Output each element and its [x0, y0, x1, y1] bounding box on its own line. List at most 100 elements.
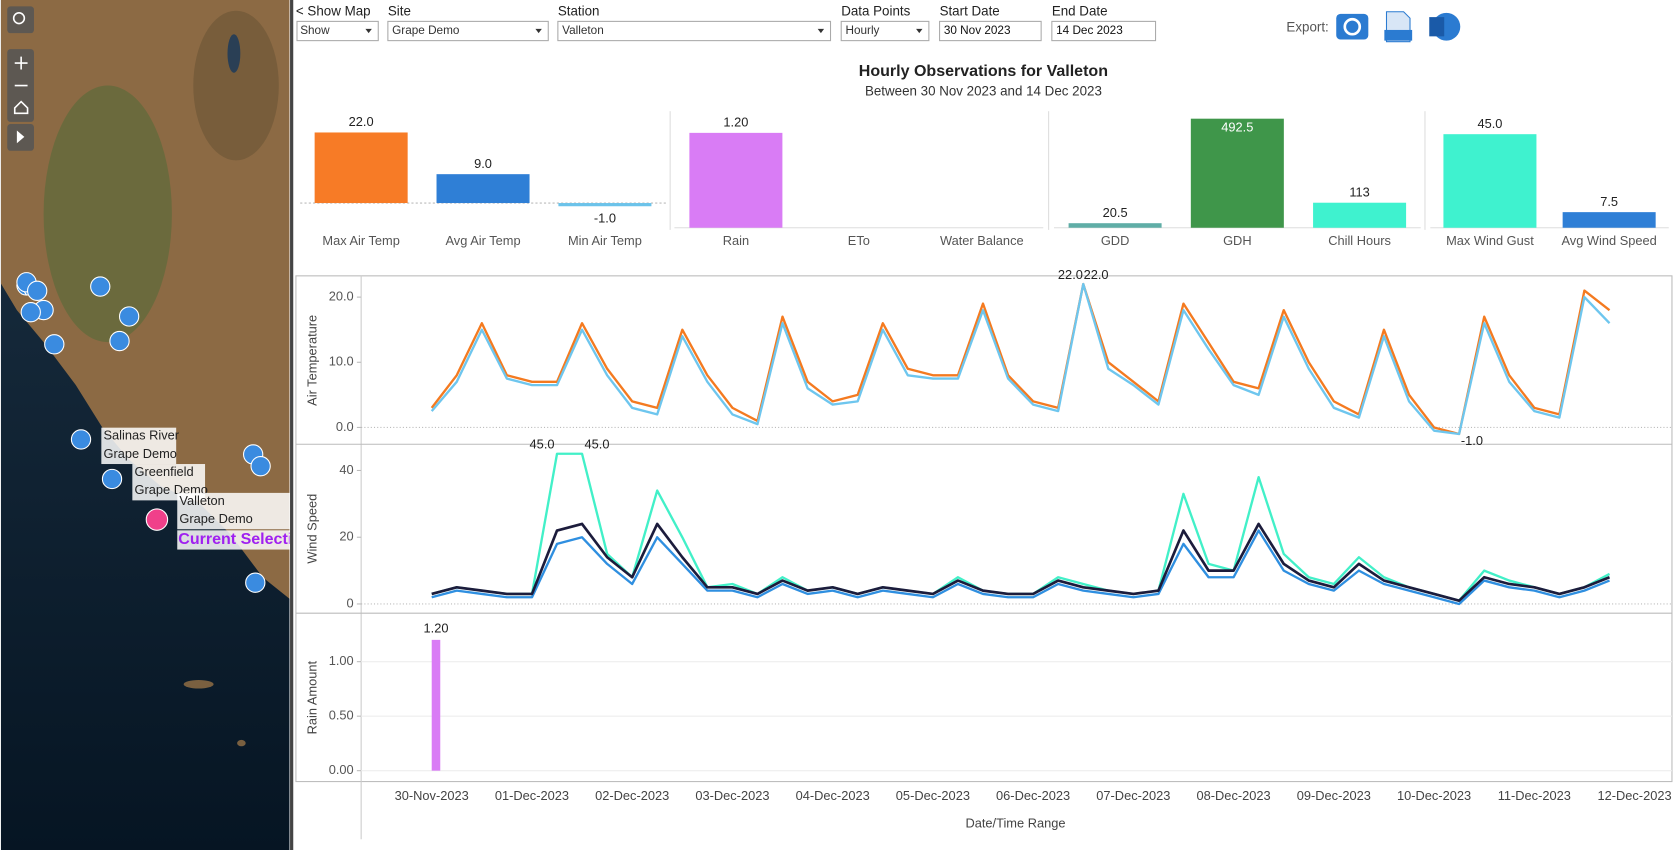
data-label: -1.0	[1461, 433, 1483, 448]
category-label: Rain	[723, 233, 749, 248]
map-label-bg	[177, 530, 290, 550]
dropdown-value: Valleton	[562, 24, 604, 37]
x-tick-label: 08-Dec-2023	[1197, 788, 1271, 803]
pin[interactable]	[245, 572, 266, 593]
x-tick-label: 30-Nov-2023	[395, 788, 469, 803]
category-label: Avg Air Temp	[445, 233, 520, 248]
camera-lens	[1343, 17, 1362, 36]
x-tick-label: 01-Dec-2023	[495, 788, 569, 803]
category-label: Avg Wind Speed	[1561, 233, 1656, 248]
dropdown[interactable]	[557, 20, 832, 42]
export-pdf[interactable]	[1384, 11, 1413, 43]
category-label: Chill Hours	[1328, 233, 1391, 248]
map-island	[237, 739, 246, 747]
date-value: 14 Dec 2023	[1056, 24, 1123, 37]
value-label: 113	[1349, 184, 1369, 199]
pin[interactable]	[250, 456, 271, 477]
dropdown-arrow	[365, 28, 372, 34]
y-tick-label: 0.00	[329, 762, 354, 777]
pin[interactable]	[118, 306, 140, 327]
ppt-badge	[1429, 17, 1445, 37]
map-label: Salinas River	[103, 428, 179, 443]
chart-title: Hourly Observations for Valleton	[859, 62, 1108, 80]
dropdown[interactable]	[387, 20, 549, 42]
dropdown-value: Hourly	[845, 24, 879, 37]
y-tick-label: 0.50	[329, 708, 354, 723]
control-label: End Date	[1052, 3, 1108, 18]
y-tick-label: 40	[339, 462, 353, 477]
bar	[1068, 223, 1162, 228]
pdf-band	[1384, 29, 1413, 41]
value-label: 22.0	[349, 114, 374, 129]
x-axis-title: Date/Time Range	[965, 816, 1065, 831]
export-image[interactable]	[1336, 13, 1369, 40]
map-toolbar	[7, 6, 34, 151]
x-tick-label: 12-Dec-2023	[1597, 788, 1671, 803]
dropdown[interactable]	[840, 20, 930, 42]
y-tick-label: 20	[339, 529, 353, 544]
map-mountains	[193, 10, 279, 161]
series-line	[431, 522, 1611, 603]
current-pin[interactable]	[145, 508, 169, 531]
map-label: Greenfield	[134, 464, 193, 479]
date-value: 30 Nov 2023	[944, 24, 1011, 37]
bar	[1190, 118, 1284, 228]
pin[interactable]	[101, 468, 123, 490]
category-label: GDH	[1223, 233, 1252, 248]
bar	[1443, 134, 1537, 228]
control-label: Site	[388, 3, 411, 18]
map-pins[interactable]	[16, 272, 271, 593]
category-label: Min Air Temp	[568, 233, 642, 248]
pin[interactable]	[90, 276, 111, 297]
date-input[interactable]	[939, 20, 1042, 42]
chart-frame	[295, 275, 1673, 783]
x-tick-label: 09-Dec-2023	[1297, 788, 1371, 803]
data-label: 22.0	[1084, 267, 1109, 282]
dropdown[interactable]	[296, 20, 379, 42]
pin[interactable]	[70, 429, 92, 450]
series-line	[431, 529, 1610, 606]
x-tick-label: 05-Dec-2023	[896, 788, 970, 803]
pin[interactable]	[20, 302, 41, 323]
series-line	[431, 452, 1611, 602]
category-label: Water Balance	[940, 233, 1024, 248]
x-tick-label: 03-Dec-2023	[695, 788, 769, 803]
bar	[689, 132, 783, 228]
bar	[431, 639, 441, 771]
charts: Max Air Temp 22.0 Avg Air Temp 9.0 Min Air T…	[295, 111, 1673, 840]
export-powerpoint[interactable]	[1429, 12, 1461, 41]
zoom-icons	[13, 56, 29, 115]
play-icon	[16, 130, 25, 144]
pin[interactable]	[44, 334, 65, 355]
pin[interactable]	[109, 330, 130, 352]
y-tick-label: 0.0	[336, 419, 354, 434]
control-label: < Show Map	[296, 3, 371, 18]
value-label: 9.0	[474, 156, 492, 171]
y-axis-title: Rain Amount	[304, 660, 319, 734]
series-line	[430, 282, 1611, 436]
dropdown-arrow	[817, 28, 825, 34]
pin[interactable]	[27, 280, 48, 301]
x-tick-label: 10-Dec-2023	[1397, 788, 1471, 803]
map[interactable]: Salinas River Grape Demo Greenfield Grap…	[0, 0, 312, 850]
controls: < Show Map Show Site Grape Demo Station …	[296, 3, 1461, 43]
control-label: Station	[558, 3, 600, 18]
search-button[interactable]	[7, 6, 34, 34]
x-tick-label: 06-Dec-2023	[996, 788, 1070, 803]
map-label: Grape Demo	[103, 446, 176, 461]
chart-subtitle: Between 30 Nov 2023 and 14 Dec 2023	[865, 83, 1102, 98]
search-icon	[12, 12, 26, 25]
bar	[558, 203, 652, 207]
dropdown-value: Grape Demo	[392, 24, 460, 37]
x-tick-label: 02-Dec-2023	[595, 788, 669, 803]
bar	[1313, 202, 1407, 228]
value-label: 1.20	[723, 115, 748, 130]
bar	[436, 174, 530, 204]
date-input[interactable]	[1051, 20, 1157, 42]
data-label: 45.0	[530, 437, 555, 452]
y-axis-title: Wind Speed	[304, 494, 319, 564]
map-label-bg	[101, 427, 177, 465]
x-tick-label: 11-Dec-2023	[1498, 788, 1571, 803]
